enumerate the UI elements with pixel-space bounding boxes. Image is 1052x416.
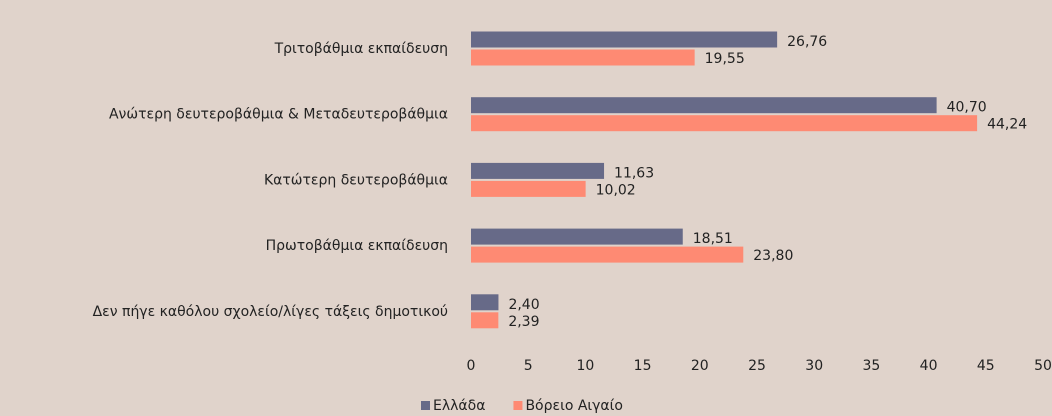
x-tick-label: 0	[467, 358, 476, 374]
data-label: 44,24	[987, 117, 1027, 133]
x-tick-label: 35	[862, 358, 880, 374]
data-label: 10,02	[596, 182, 636, 198]
bar	[471, 180, 586, 197]
bar	[471, 312, 499, 329]
data-label: 11,63	[614, 165, 654, 181]
data-label: 26,76	[787, 34, 827, 50]
x-tick-label: 25	[748, 358, 766, 374]
legend-swatch	[513, 401, 523, 410]
x-tick-label: 10	[576, 358, 594, 374]
bar	[471, 31, 778, 48]
x-tick-label: 30	[805, 358, 823, 374]
x-tick-label: 20	[691, 358, 709, 374]
bar	[471, 49, 695, 66]
legend-label: Βόρειο Αιγαίο	[525, 398, 623, 414]
y-tick-label: Ανώτερη δευτεροβάθμια & Μεταδευτεροβάθμι…	[109, 107, 448, 123]
data-label: 19,55	[705, 51, 745, 67]
y-tick-label: Κατώτερη δευτεροβάθμια	[264, 172, 448, 188]
bar	[471, 97, 937, 114]
bar	[471, 294, 499, 311]
x-tick-label: 50	[1034, 358, 1052, 374]
bar	[471, 162, 605, 179]
x-tick-label: 40	[920, 358, 938, 374]
bar	[471, 228, 683, 245]
bar	[471, 115, 978, 132]
x-tick-label: 15	[634, 358, 652, 374]
data-label: 23,80	[753, 248, 793, 264]
data-label: 2,40	[508, 297, 539, 313]
legend-label: Ελλάδα	[433, 398, 485, 414]
y-tick-label: Πρωτοβάθμια εκπαίδευση	[266, 238, 448, 254]
legend-swatch	[421, 401, 430, 410]
data-label: 18,51	[693, 231, 733, 247]
y-tick-label: Δεν πήγε καθόλου σχολείο/λίγες τάξεις δη…	[93, 304, 448, 320]
data-label: 2,39	[508, 314, 539, 330]
y-tick-label: Τριτοβάθμια εκπαίδευση	[274, 41, 448, 57]
x-tick-label: 45	[977, 358, 995, 374]
bar	[471, 246, 744, 263]
x-tick-label: 5	[524, 358, 533, 374]
data-label: 40,70	[947, 100, 987, 116]
